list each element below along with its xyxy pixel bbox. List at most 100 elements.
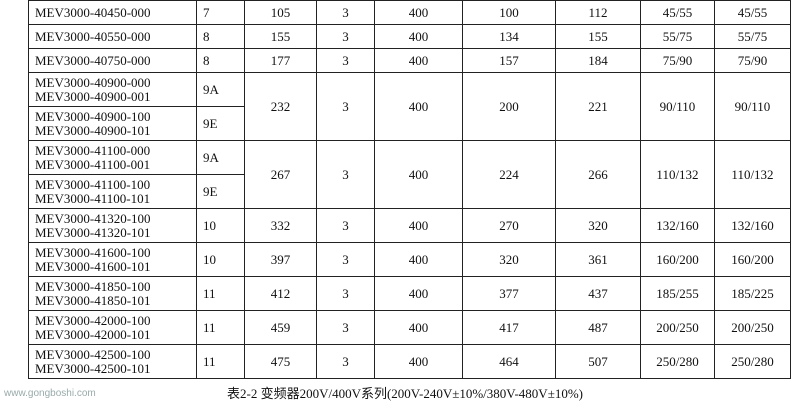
value-cell: 400: [374, 242, 463, 277]
value-cell: 361: [555, 242, 641, 277]
model-name: MEV3000-42000-101: [35, 326, 151, 342]
table-row: MEV3000-41100-000 MEV3000-41100-001 9A 267 3…: [28, 140, 791, 209]
value-cell: 75/90: [714, 48, 791, 73]
value-cell: 487: [555, 310, 641, 345]
frame-cell: 10: [196, 242, 245, 277]
value-cell: 320: [555, 208, 641, 243]
value-cell: 134: [462, 24, 556, 49]
model-name: MEV3000-41600-101: [35, 258, 151, 274]
frame-cell: 9E: [196, 106, 245, 141]
watermark: www.gongboshi.com: [4, 388, 96, 399]
value-cell: 3: [316, 276, 375, 311]
value-cell: 400: [374, 0, 463, 25]
spec-table: MEV3000-40450-000 7 105 3 400 100 112 45/55 45/5…: [28, 0, 791, 379]
value-cell: 400: [374, 344, 463, 379]
frame-cell: 7: [196, 0, 245, 25]
value-cell: 3: [316, 24, 375, 49]
model-name: MEV3000-40900-001: [35, 88, 151, 104]
frame-cell: 9A: [196, 72, 245, 107]
value-cell: 132/160: [640, 208, 715, 243]
frame-cell: 11: [196, 310, 245, 345]
value-cell: 45/55: [714, 0, 791, 25]
value-cell: 160/200: [714, 242, 791, 277]
table-row: MEV3000-41600-100 MEV3000-41600-101 10 397 3…: [28, 242, 791, 277]
model-name: MEV3000-40900-101: [35, 122, 151, 138]
model-name: MEV3000-41320-101: [35, 224, 151, 240]
table-row: MEV3000-41100-100 MEV3000-41100-101 9E: [28, 174, 791, 209]
value-cell: 55/75: [714, 24, 791, 49]
value-cell: 400: [374, 208, 463, 243]
model-name: MEV3000-41600-100: [35, 244, 151, 260]
table-row: MEV3000-42500-100 MEV3000-42500-101 11 475 3…: [28, 344, 791, 379]
value-cell: 3: [316, 344, 375, 379]
model-name: MEV3000-41850-100: [35, 278, 151, 294]
value-cell: 400: [374, 310, 463, 345]
value-cell: 267: [244, 140, 317, 209]
value-cell: 507: [555, 344, 641, 379]
model-name: MEV3000-42000-100: [35, 312, 151, 328]
value-cell: 3: [316, 208, 375, 243]
value-cell: 100: [462, 0, 556, 25]
frame-cell: 11: [196, 276, 245, 311]
frame-cell: 9E: [196, 174, 245, 209]
value-cell: 132/160: [714, 208, 791, 243]
model-cell: MEV3000-40450-000: [28, 0, 197, 25]
value-cell: 185/225: [714, 276, 791, 311]
value-cell: 160/200: [640, 242, 715, 277]
value-cell: 417: [462, 310, 556, 345]
value-cell: 224: [462, 140, 556, 209]
value-cell: 155: [555, 24, 641, 49]
value-cell: 110/132: [714, 140, 791, 209]
value-cell: 400: [374, 276, 463, 311]
model-name: MEV3000-40750-000: [35, 52, 151, 68]
value-cell: 464: [462, 344, 556, 379]
frame-cell: 11: [196, 344, 245, 379]
model-name: MEV3000-42500-101: [35, 360, 151, 376]
value-cell: 400: [374, 140, 463, 209]
model-cell: MEV3000-41850-100 MEV3000-41850-101: [28, 276, 197, 311]
value-cell: 45/55: [640, 0, 715, 25]
model-cell: MEV3000-41320-100 MEV3000-41320-101: [28, 208, 197, 243]
value-cell: 377: [462, 276, 556, 311]
table-row: MEV3000-40900-100 MEV3000-40900-101 9E: [28, 106, 791, 141]
value-cell: 90/110: [640, 72, 715, 141]
value-cell: 3: [316, 0, 375, 25]
model-name: MEV3000-41100-001: [35, 156, 151, 172]
value-cell: 412: [244, 276, 317, 311]
model-cell: MEV3000-40550-000: [28, 24, 197, 49]
value-cell: 3: [316, 310, 375, 345]
value-cell: 200/250: [640, 310, 715, 345]
value-cell: 200: [462, 72, 556, 141]
model-name: MEV3000-41320-100: [35, 210, 151, 226]
model-cell: MEV3000-40750-000: [28, 48, 197, 73]
frame-cell: 10: [196, 208, 245, 243]
value-cell: 3: [316, 48, 375, 73]
frame-cell: 8: [196, 48, 245, 73]
table-row: MEV3000-40550-000 8 155 3 400 134 155 55/75 55/7…: [28, 24, 791, 49]
value-cell: 250/280: [714, 344, 791, 379]
table-row: MEV3000-40450-000 7 105 3 400 100 112 45/55 45/5…: [28, 0, 791, 25]
model-cell: MEV3000-42000-100 MEV3000-42000-101: [28, 310, 197, 345]
model-name: MEV3000-40550-000: [35, 28, 151, 44]
model-name: MEV3000-40900-000: [35, 74, 151, 90]
model-cell: MEV3000-40900-100 MEV3000-40900-101: [28, 106, 197, 141]
value-cell: 232: [244, 72, 317, 141]
value-cell: 177: [244, 48, 317, 73]
table-row: MEV3000-40900-000 MEV3000-40900-001 9A 232 3…: [28, 72, 791, 141]
value-cell: 437: [555, 276, 641, 311]
model-name: MEV3000-41100-101: [35, 190, 151, 206]
value-cell: 110/132: [640, 140, 715, 209]
model-cell: MEV3000-40900-000 MEV3000-40900-001: [28, 72, 197, 107]
value-cell: 105: [244, 0, 317, 25]
value-cell: 90/110: [714, 72, 791, 141]
model-cell: MEV3000-42500-100 MEV3000-42500-101: [28, 344, 197, 379]
table-row: MEV3000-41850-100 MEV3000-41850-101 11 412 3…: [28, 276, 791, 311]
value-cell: 157: [462, 48, 556, 73]
model-name: MEV3000-40450-000: [35, 4, 151, 20]
model-name: MEV3000-41100-000: [35, 142, 151, 158]
value-cell: 221: [555, 72, 641, 141]
value-cell: 185/255: [640, 276, 715, 311]
value-cell: 459: [244, 310, 317, 345]
value-cell: 270: [462, 208, 556, 243]
value-cell: 400: [374, 48, 463, 73]
